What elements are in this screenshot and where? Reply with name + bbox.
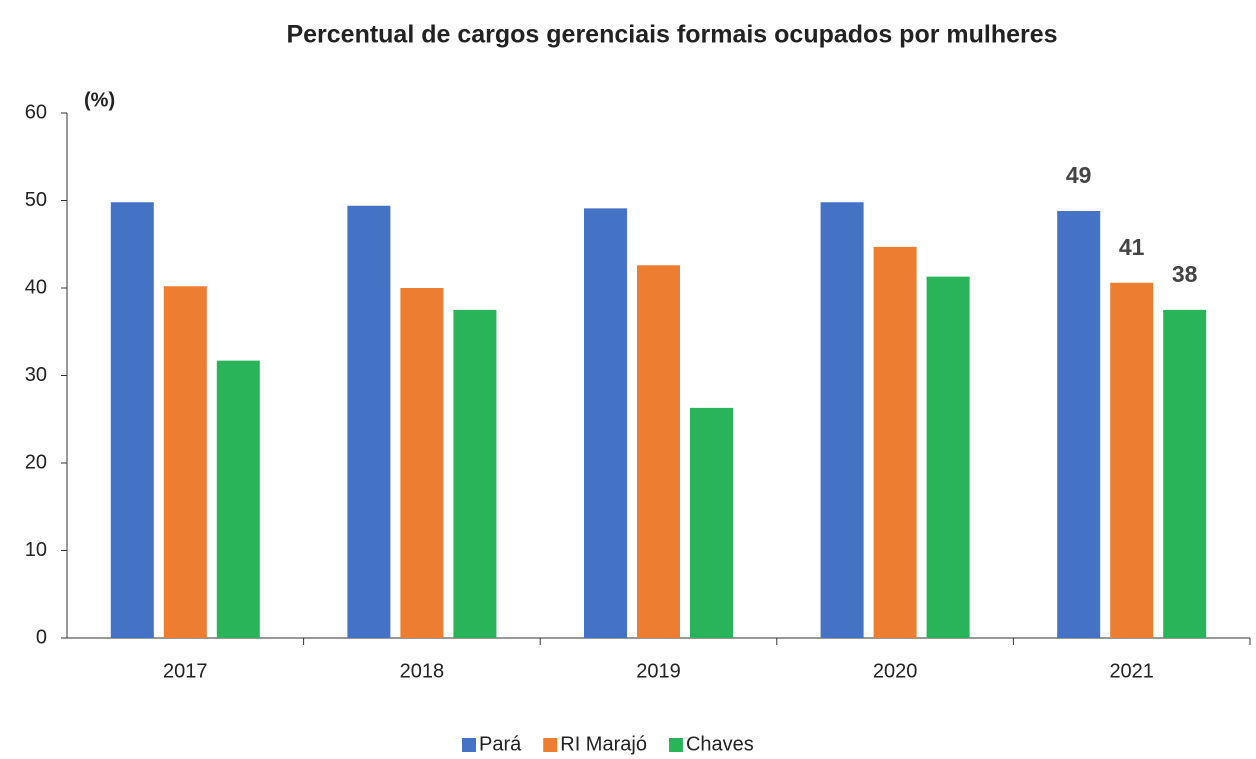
bar (400, 288, 444, 638)
legend-swatch (543, 738, 558, 752)
bar (163, 286, 207, 638)
bar (690, 407, 733, 638)
bar (1163, 309, 1207, 638)
legend-swatch (668, 738, 683, 752)
y-tick-label: 60 (25, 101, 47, 123)
y-tick-label: 40 (25, 276, 47, 298)
bar (453, 309, 497, 638)
legend-swatch (462, 738, 476, 752)
data-label: 49 (1066, 162, 1092, 188)
legend-label: Pará (479, 733, 522, 755)
legend-label: Chaves (686, 733, 754, 755)
bar (637, 265, 680, 638)
x-tick-label: 2021 (1109, 660, 1154, 682)
bar (584, 208, 627, 638)
y-tick-label: 20 (25, 451, 47, 473)
y-tick-label: 10 (25, 539, 47, 561)
data-label: 41 (1119, 234, 1145, 260)
bar (873, 246, 917, 638)
bar (1110, 282, 1154, 638)
data-label: 38 (1172, 261, 1198, 287)
x-tick-label: 2018 (400, 660, 445, 682)
bar (110, 202, 154, 638)
y-tick-label: 0 (36, 626, 47, 648)
bar (820, 202, 864, 638)
bar (347, 205, 391, 638)
y-tick-label: 50 (25, 189, 47, 211)
bar (216, 360, 260, 638)
chart-title: Percentual de cargos gerenciais formais … (286, 21, 1057, 49)
legend-label: RI Marajó (560, 733, 647, 755)
bar (1057, 211, 1101, 638)
x-tick-label: 2019 (636, 660, 681, 682)
x-tick-label: 2017 (163, 660, 208, 682)
bar (926, 276, 970, 638)
y-axis-label: (%) (84, 89, 115, 111)
y-tick-label: 30 (25, 364, 47, 386)
x-tick-label: 2020 (873, 660, 918, 682)
